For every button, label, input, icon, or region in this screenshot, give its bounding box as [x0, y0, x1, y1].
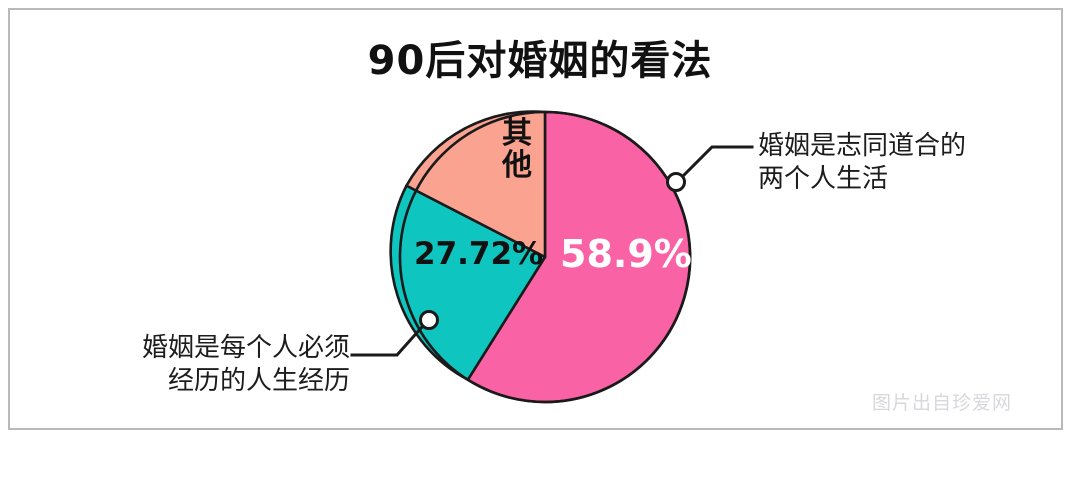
- callout-right-line2: 两个人生活: [758, 164, 889, 195]
- callout-left-label: 婚姻是每个人必须 经历的人生经历: [60, 332, 350, 399]
- pie-slice-teal[interactable]: [389, 184, 547, 381]
- callout-right-leader: [675, 145, 754, 184]
- callout-right-dot[interactable]: [666, 172, 686, 192]
- callout-left-leader: [350, 324, 425, 357]
- page-title: 90后对婚姻的看法: [367, 38, 713, 84]
- callout-right-label: 婚姻是志同道合的 两个人生活: [758, 130, 966, 197]
- callout-left-line1: 婚姻是每个人必须: [141, 333, 350, 363]
- watermark: 图片出自珍爱网: [872, 392, 1013, 414]
- callout-right-line1: 婚姻是志同道合的: [758, 131, 967, 161]
- callout-left-dot[interactable]: [419, 310, 439, 330]
- pie-outline: [398, 110, 692, 404]
- callout-left-line2: 经历的人生经历: [167, 366, 350, 397]
